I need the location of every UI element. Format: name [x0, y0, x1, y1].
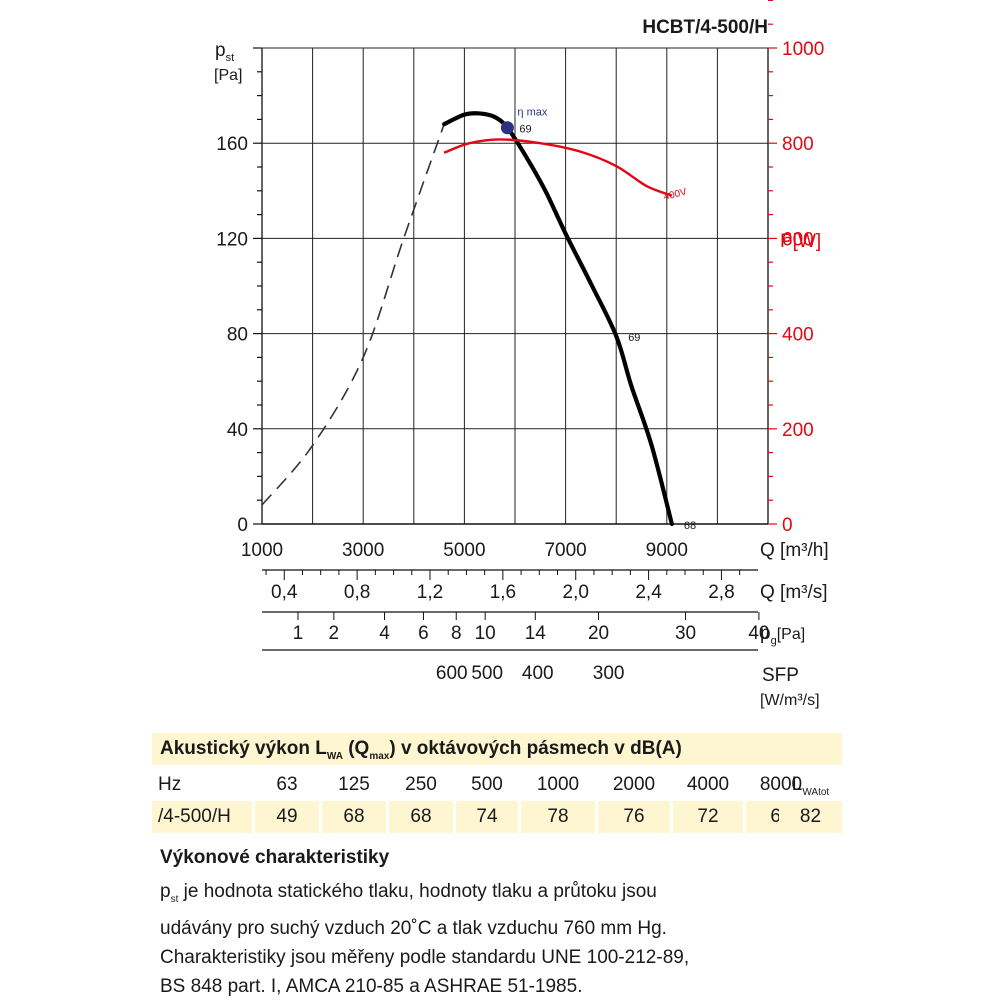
- bottom-scales: 1000 3000 5000 7000 9000 Q [m³/h] 0,4 0,8 1,2 1,6…: [241, 540, 829, 709]
- value-2000: 76: [598, 801, 670, 833]
- acoustic-title: Akustický výkon LWA (Qmax) v oktávových …: [152, 733, 842, 765]
- y-left-tick-label: 80: [227, 325, 248, 346]
- value-4000: 72: [673, 801, 743, 833]
- value-500: 74: [456, 801, 518, 833]
- y-right-tick-label: 1000: [782, 39, 824, 60]
- x-tick-label-m3s: 2,8: [708, 582, 734, 603]
- band-125: 125: [338, 774, 370, 795]
- x-tick-label-pg: 2: [329, 623, 340, 644]
- band-500: 500: [471, 774, 503, 795]
- y-axis-label-pst: pst: [215, 40, 234, 64]
- band-63: 63: [276, 774, 298, 795]
- band-8000: 8000: [759, 774, 803, 795]
- performance-line-2: udávány pro suchý vzduch 20˚C a tlak vzd…: [160, 917, 667, 939]
- performance-line-4: BS 848 part. I, AMCA 210-85 a ASHRAE 51-…: [160, 975, 583, 997]
- x-axis-label-sfp: SFP: [762, 665, 799, 686]
- y-right-axis-label: P[W]: [780, 231, 821, 252]
- y-left-tick-label: 160: [216, 134, 248, 155]
- x-tick-label-sfp: 400: [522, 663, 554, 684]
- power-curve: [443, 138, 673, 197]
- x-tick-label-pg: 8: [451, 623, 462, 644]
- total-label: LWAtot: [791, 774, 830, 798]
- noise-label: 68: [684, 520, 696, 532]
- x-tick-label-m3s: 1,6: [490, 582, 516, 603]
- x-tick-label-sfp: 600: [436, 663, 468, 684]
- performance-text: pst je hodnota statického tlaku, hodnoty…: [160, 877, 860, 1001]
- chart-title: HCBT/4-500/H: [642, 17, 768, 38]
- pst-symbol: pst: [160, 881, 179, 905]
- x-tick-label-m3h: 5000: [443, 540, 485, 561]
- x-tick-label-pg: 30: [675, 623, 696, 644]
- noise-label: 69: [519, 124, 531, 136]
- y-right-tick-label: 0: [782, 515, 793, 536]
- performance-line-3: Charakteristiky jsou měřeny podle standa…: [160, 946, 690, 968]
- y-axis-unit: [Pa]: [214, 67, 242, 84]
- noise-label: 69: [628, 332, 640, 344]
- right-axis: 0 200 400 600 800 1000: [768, 0, 824, 536]
- x-tick-label-pg: 4: [379, 623, 390, 644]
- x-axis-label-pg: pg[Pa]: [760, 623, 805, 647]
- y-right-tick-label: 600: [782, 229, 814, 250]
- x-tick-label-pg: 1: [293, 623, 304, 644]
- y-left-tick-label: 0: [237, 515, 248, 536]
- x-tick-label-pg: 40: [748, 623, 769, 644]
- x-tick-label-m3s: 2,0: [563, 582, 589, 603]
- x-tick-label-pg: 6: [418, 623, 429, 644]
- value-1000: 78: [521, 801, 595, 833]
- value-125: 68: [322, 801, 386, 833]
- band-1000: 1000: [536, 774, 580, 795]
- y-right-tick-label: 200: [782, 420, 814, 441]
- chart-grid: [261, 47, 769, 525]
- band-250: 250: [405, 774, 437, 795]
- x-tick-label-m3s: 1,2: [417, 582, 443, 603]
- acoustic-values-row: /4-500/H 49 68 68 74 78 76 72 65 82: [152, 801, 842, 833]
- pressure-curve-dashed: [261, 123, 445, 506]
- x-tick-label-sfp: 500: [471, 663, 503, 684]
- hz-label: Hz: [158, 774, 182, 795]
- x-axis-unit-sfp: [W/m³/s]: [760, 692, 820, 709]
- x-tick-label-pg: 10: [475, 623, 496, 644]
- value-total: 82: [779, 801, 842, 833]
- x-tick-label-m3h: 1000: [241, 540, 283, 561]
- value-63: 49: [255, 801, 319, 833]
- eta-max-point: [500, 121, 514, 135]
- x-axis-label-m3h: Q [m³/h]: [760, 540, 829, 561]
- x-tick-label-m3h: 9000: [646, 540, 688, 561]
- y-left-tick-label: 40: [227, 420, 248, 441]
- x-tick-label-pg: 20: [588, 623, 609, 644]
- band-4000: 4000: [686, 774, 730, 795]
- x-tick-label-m3s: 2,4: [635, 582, 662, 603]
- row-model-label: /4-500/H: [152, 801, 252, 833]
- x-axis-label-m3s: Q [m³/s]: [760, 582, 828, 603]
- eta-max-label: η max: [517, 107, 547, 119]
- x-tick-label-m3s: 0,8: [344, 582, 370, 603]
- y-left-tick-label: 120: [216, 229, 248, 250]
- x-tick-label-sfp: 300: [593, 663, 625, 684]
- acoustic-header-row: Hz 63 125 250 500 1000 2000 4000 8000 LW…: [152, 769, 842, 801]
- y-right-tick-label: 400: [782, 325, 814, 346]
- y-right-tick-label: 800: [782, 134, 814, 155]
- x-tick-label-pg: 14: [525, 623, 547, 644]
- pressure-curve: [442, 111, 674, 527]
- band-2000: 2000: [612, 774, 656, 795]
- left-axis: 0 40 80 120 160: [216, 47, 262, 536]
- performance-line-1: pst je hodnota statického tlaku, hodnoty…: [160, 881, 657, 905]
- value-250: 68: [389, 801, 453, 833]
- performance-title: Výkonové charakteristiky: [160, 847, 390, 868]
- x-tick-label-m3h: 7000: [544, 540, 586, 561]
- x-tick-label-m3s: 0,4: [271, 582, 298, 603]
- x-tick-label-m3h: 3000: [342, 540, 384, 561]
